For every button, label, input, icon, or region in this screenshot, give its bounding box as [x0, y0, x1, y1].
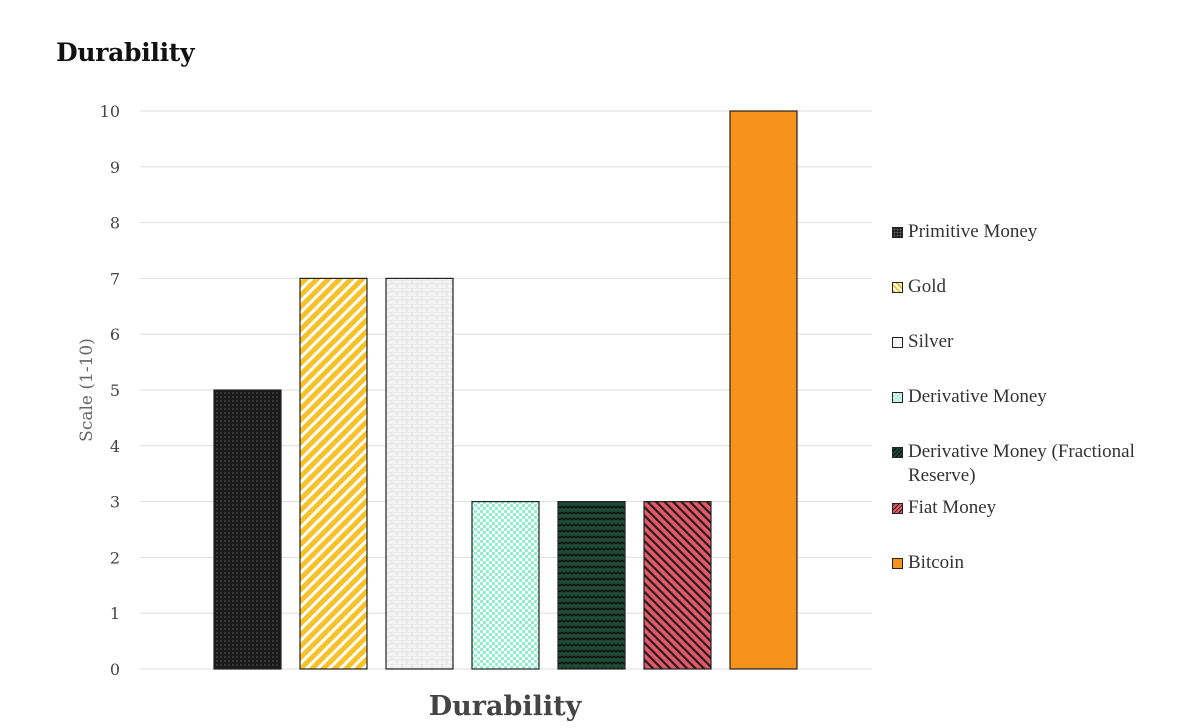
legend-label: Gold: [908, 276, 946, 297]
bar-silver: [385, 277, 454, 670]
legend-swatch: [892, 392, 903, 403]
bar-gold: [299, 277, 368, 670]
y-tick-label: 1: [110, 604, 120, 623]
y-tick-label: 0: [110, 660, 120, 679]
legend-swatch: [892, 337, 903, 348]
y-axis-label: Scale (1-10): [77, 338, 97, 442]
legend-item: Primitive Money: [892, 220, 1188, 244]
bars: [213, 110, 798, 670]
bar-derivative-money-fractional-reserve: [557, 501, 626, 670]
legend-item: Derivative Money: [892, 385, 1188, 409]
legend-label: Silver: [908, 331, 954, 352]
y-tick-label: 4: [110, 437, 120, 456]
bar-primitive-money: [213, 389, 282, 670]
y-tick-label: 10: [100, 102, 120, 121]
bar-chart: 0 1 2 3 4 5 6 7 8 9 10 Scale (1-10) Durability: [77, 102, 872, 722]
chart-heading: Durability: [56, 38, 195, 67]
y-tick-label: 3: [110, 493, 120, 512]
legend-swatch: [892, 282, 903, 293]
legend-item: Silver: [892, 330, 1188, 354]
y-tick-label: 7: [110, 269, 120, 288]
y-tick-label: 9: [110, 158, 120, 177]
y-axis: 0 1 2 3 4 5 6 7 8 9 10: [100, 102, 120, 679]
legend-swatch: [892, 227, 903, 238]
bar-derivative-money: [471, 501, 540, 670]
legend-label: Fiat Money: [908, 497, 997, 518]
y-tick-label: 5: [110, 381, 120, 400]
legend-label: Bitcoin: [908, 552, 964, 573]
legend-item: Derivative Money (Fractional Reserve): [892, 440, 1188, 488]
legend-swatch: [892, 503, 903, 514]
legend-swatch: [892, 558, 903, 569]
x-axis-label: Durability: [429, 691, 583, 722]
bar-fiat-money: [643, 501, 712, 670]
legend-item: Fiat Money: [892, 496, 1188, 520]
y-tick-label: 6: [110, 325, 120, 344]
legend-item: Bitcoin: [892, 551, 1188, 575]
y-tick-label: 2: [110, 548, 120, 567]
legend-item: Gold: [892, 275, 1188, 299]
legend-label: Derivative Money: [908, 386, 1047, 407]
legend-label: Primitive Money: [908, 221, 1038, 242]
y-tick-label: 8: [110, 214, 120, 233]
legend-swatch: [892, 447, 903, 458]
legend-label: Derivative Money (Fractional Reserve): [908, 441, 1135, 486]
bar-bitcoin: [729, 110, 798, 670]
